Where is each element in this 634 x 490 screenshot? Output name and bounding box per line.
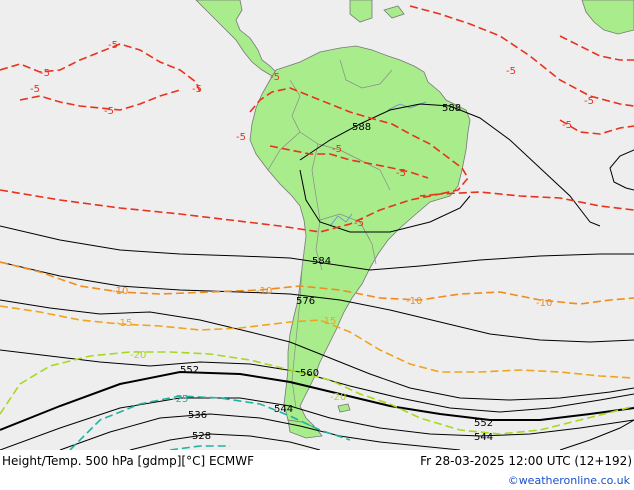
height-label: 588 — [442, 103, 461, 114]
temp-label: -5 — [332, 144, 342, 155]
south-america-land — [249, 45, 471, 429]
temp-label: -25 — [172, 394, 188, 405]
temp-label: -5 — [104, 106, 114, 117]
height-label: 552 — [474, 418, 493, 429]
height-label: 544 — [274, 404, 293, 415]
temp-label: -5 — [40, 68, 50, 79]
temp-label: -5 — [236, 132, 246, 143]
temp-label: -5 — [506, 66, 516, 77]
height-label: 588 — [352, 122, 371, 133]
contour-576 — [0, 299, 634, 401]
temp-label: -5 — [354, 218, 364, 229]
temp-label: -15 — [320, 316, 336, 327]
temp-label: -5 — [584, 96, 594, 107]
temp-label: -20 — [330, 392, 346, 403]
temp-label: -10 — [536, 298, 552, 309]
temp-label: -5 — [108, 40, 118, 51]
temperature-contours — [0, 5, 634, 451]
brand-credit: ©weatheronline.co.uk — [508, 474, 631, 487]
temp-minus15 — [0, 305, 634, 379]
temp-label: -10 — [256, 286, 272, 297]
caribbean-island — [349, 0, 373, 23]
temp-minus5-mid — [269, 145, 429, 179]
temp-minus20 — [0, 351, 634, 435]
country-borders — [267, 59, 393, 409]
temp-minus25-b — [169, 445, 230, 451]
contour-580 — [0, 261, 634, 343]
temp-label: -10 — [406, 296, 422, 307]
height-label: 552 — [180, 365, 199, 376]
temp-minus5-northeast — [409, 5, 634, 107]
temp-minus5-northwest-b — [19, 89, 181, 111]
height-label-layer: 588 588 584 576 560 552 552 544 544 536 … — [180, 103, 493, 443]
temp-minus10 — [0, 261, 634, 305]
contour-528 — [129, 433, 321, 451]
contour-552 — [0, 370, 634, 431]
temp-label: -5 — [192, 84, 202, 95]
contour-544 — [0, 397, 634, 451]
contour-588-inner — [299, 169, 471, 233]
temp-minus5-tropics — [249, 87, 469, 197]
temp-minus5-east — [559, 119, 634, 135]
contour-536 — [59, 413, 461, 451]
height-label: 560 — [300, 368, 319, 379]
temp-minus5-east-b — [559, 35, 634, 61]
caribbean-island-small — [383, 5, 405, 19]
height-label: 584 — [312, 256, 331, 267]
contour-584 — [0, 225, 634, 271]
height-label: 536 — [188, 410, 207, 421]
temp-label: -5 — [30, 84, 40, 95]
temp-label: -5 — [270, 72, 280, 83]
africa-corner-land — [581, 0, 634, 35]
temp-label: -20 — [130, 350, 146, 361]
falkland-islands — [337, 403, 351, 413]
temp-label-layer: -5 -5 -5 -5 -5 -5 -5 -5 -5 -5 -5 -5 -5 -… — [30, 40, 594, 405]
map-title: Height/Temp. 500 hPa [gdmp][°C] ECMWF — [2, 454, 254, 468]
forecast-datetime: Fr 28-03-2025 12:00 UTC (12+192) — [420, 454, 632, 468]
temp-label: -5 — [396, 168, 406, 179]
height-label: 528 — [192, 431, 211, 442]
temp-minus5-south — [0, 189, 634, 233]
footer-bar — [0, 450, 634, 490]
water-features — [329, 101, 427, 227]
contour-588-right — [609, 149, 634, 191]
temp-label: -5 — [562, 120, 572, 131]
temp-minus5-northwest — [0, 43, 201, 93]
height-label: 576 — [296, 296, 315, 307]
land-layer — [195, 0, 634, 439]
height-label: 544 — [474, 432, 493, 443]
contour-sw-528 — [559, 419, 634, 451]
temp-label: -15 — [116, 318, 132, 329]
temp-label: -10 — [112, 286, 128, 297]
